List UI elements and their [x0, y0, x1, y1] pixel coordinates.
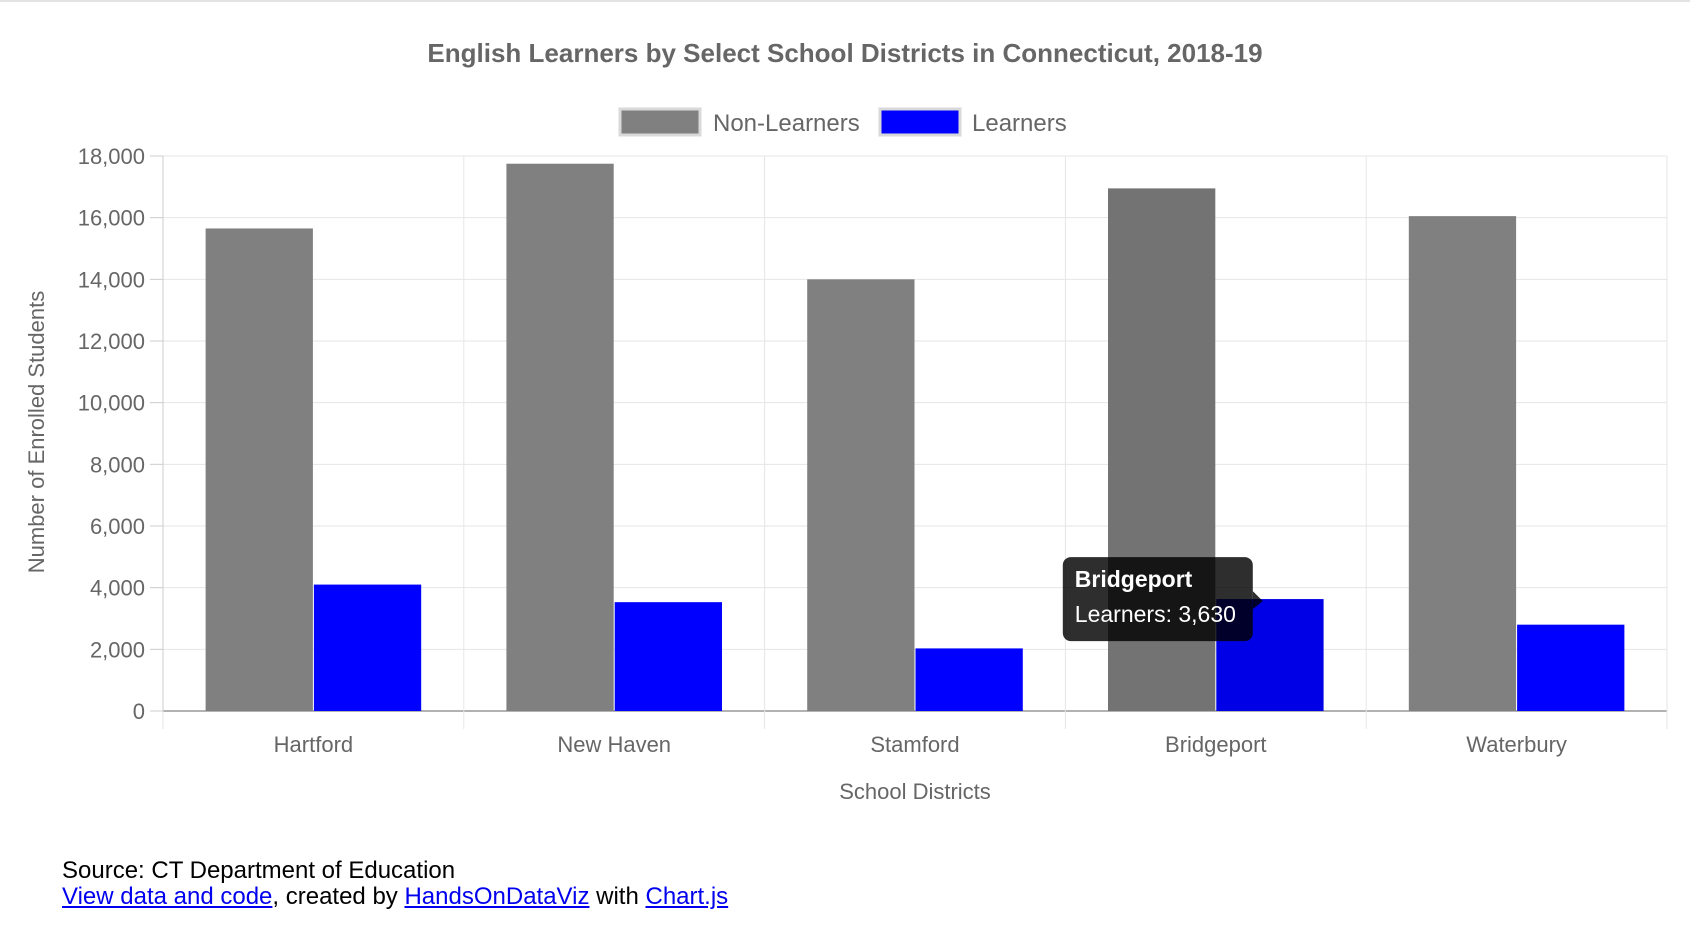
view-data-link[interactable]: View data and code	[62, 883, 273, 910]
x-tick-label: Hartford	[274, 732, 353, 757]
created-by-text: , created by	[272, 883, 405, 910]
bar-waterbury-non-learners[interactable]	[1408, 216, 1517, 711]
handsondataviz-link[interactable]: HandsOnDataViz	[404, 883, 590, 910]
bars	[205, 163, 1625, 712]
y-tick-label: 4,000	[90, 576, 145, 601]
x-axis-title: School Districts	[839, 779, 991, 804]
y-tick-label: 16,000	[78, 206, 145, 231]
legend-item-non-learners[interactable]: Non-Learners	[618, 107, 860, 137]
bar-stamford-non-learners[interactable]	[807, 279, 915, 711]
legend-swatch-learners	[878, 107, 962, 137]
y-tick-label: 0	[133, 699, 145, 724]
legend-label-non-learners: Non-Learners	[713, 110, 860, 137]
tooltip-box	[1062, 557, 1253, 642]
bar-hartford-learners[interactable]	[313, 584, 422, 711]
legend-item-learners[interactable]: Learners	[878, 107, 1067, 137]
x-tick-label: Stamford	[870, 732, 959, 757]
x-tick-label: New Haven	[557, 732, 671, 757]
y-tick-label: 18,000	[78, 144, 145, 169]
top-border	[0, 0, 1690, 2]
legend-swatch-non-learners	[618, 107, 702, 137]
x-tick-label: Bridgeport	[1165, 732, 1267, 757]
legend[interactable]: Non-Learners Learners	[618, 107, 1067, 137]
y-tick-label: 8,000	[90, 452, 145, 477]
source-note: Source: CT Department of Education	[62, 857, 456, 884]
bar-stamford-learners[interactable]	[915, 648, 1023, 711]
tooltip-caret	[1252, 591, 1263, 610]
bar-hartford-non-learners[interactable]	[205, 228, 313, 712]
with-text: with	[589, 883, 646, 910]
footer: Source: CT Department of Education View …	[62, 858, 728, 910]
bar-chart: English Learners by Select School Distri…	[24, 38, 1668, 804]
chart-title: English Learners by Select School Distri…	[427, 38, 1262, 68]
y-tick-label: 6,000	[90, 514, 145, 539]
legend-label-learners: Learners	[972, 110, 1067, 137]
x-axis: Hartford New Haven Stamford Bridgeport Water…	[274, 732, 1567, 757]
y-tick-label: 2,000	[90, 637, 145, 662]
bar-new-haven-learners[interactable]	[614, 602, 722, 711]
tooltip-body: Learners: 3,630	[1075, 601, 1236, 627]
chartjs-link[interactable]: Chart.js	[645, 883, 729, 910]
credits-line: View data and code, created by HandsOnDa…	[62, 884, 728, 910]
bar-waterbury-learners[interactable]	[1517, 624, 1625, 711]
y-tick-label: 14,000	[78, 267, 145, 292]
y-tick-label: 12,000	[78, 329, 145, 354]
y-axis: 0 2,000 4,000 6,000 8,000 10,000 12,000 14,000 1…	[78, 144, 164, 724]
y-tick-label: 10,000	[78, 391, 145, 416]
tooltip: Bridgeport Learners: 3,630	[1062, 557, 1263, 642]
tooltip-title: Bridgeport	[1075, 566, 1193, 592]
y-axis-title: Number of Enrolled Students	[24, 291, 49, 574]
x-tick-label: Waterbury	[1466, 732, 1567, 757]
bar-new-haven-non-learners[interactable]	[506, 163, 614, 712]
